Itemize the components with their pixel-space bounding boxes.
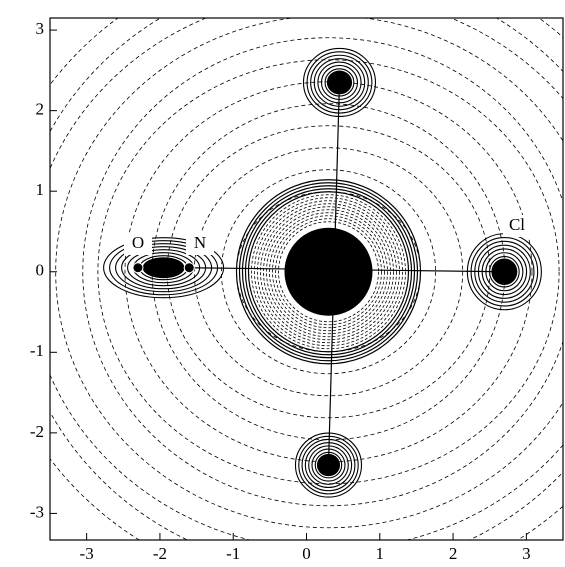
y-tick-label: 1 xyxy=(36,180,45,199)
atom-dot xyxy=(133,263,143,273)
x-tick-label: 2 xyxy=(449,544,458,563)
annotation: O xyxy=(132,233,144,252)
x-tick-label: -3 xyxy=(80,544,94,563)
y-tick-label: 2 xyxy=(36,100,45,119)
atom-dot xyxy=(184,263,194,273)
chart: O N Cl -3 -2 -1 0 1 2 3 -3 -2 -1 0 1 2 3 xyxy=(0,0,565,567)
annotation: Cl xyxy=(509,215,525,234)
y-tick-label: -2 xyxy=(30,422,44,441)
x-tick-label: 0 xyxy=(302,544,311,563)
x-tick-label: 1 xyxy=(376,544,385,563)
y-tick-label: -3 xyxy=(30,502,44,521)
plot-area xyxy=(0,0,565,567)
peak-core xyxy=(143,257,185,278)
contour-line xyxy=(0,0,565,567)
x-tick-label: -2 xyxy=(153,544,167,563)
y-tick-label: 3 xyxy=(36,19,45,38)
x-tick-label: -1 xyxy=(226,544,240,563)
peak-core xyxy=(284,228,372,316)
annotation: N xyxy=(194,233,206,252)
y-tick-label: 0 xyxy=(36,261,45,280)
y-tick-label: -1 xyxy=(30,341,44,360)
x-tick-label: 3 xyxy=(522,544,531,563)
